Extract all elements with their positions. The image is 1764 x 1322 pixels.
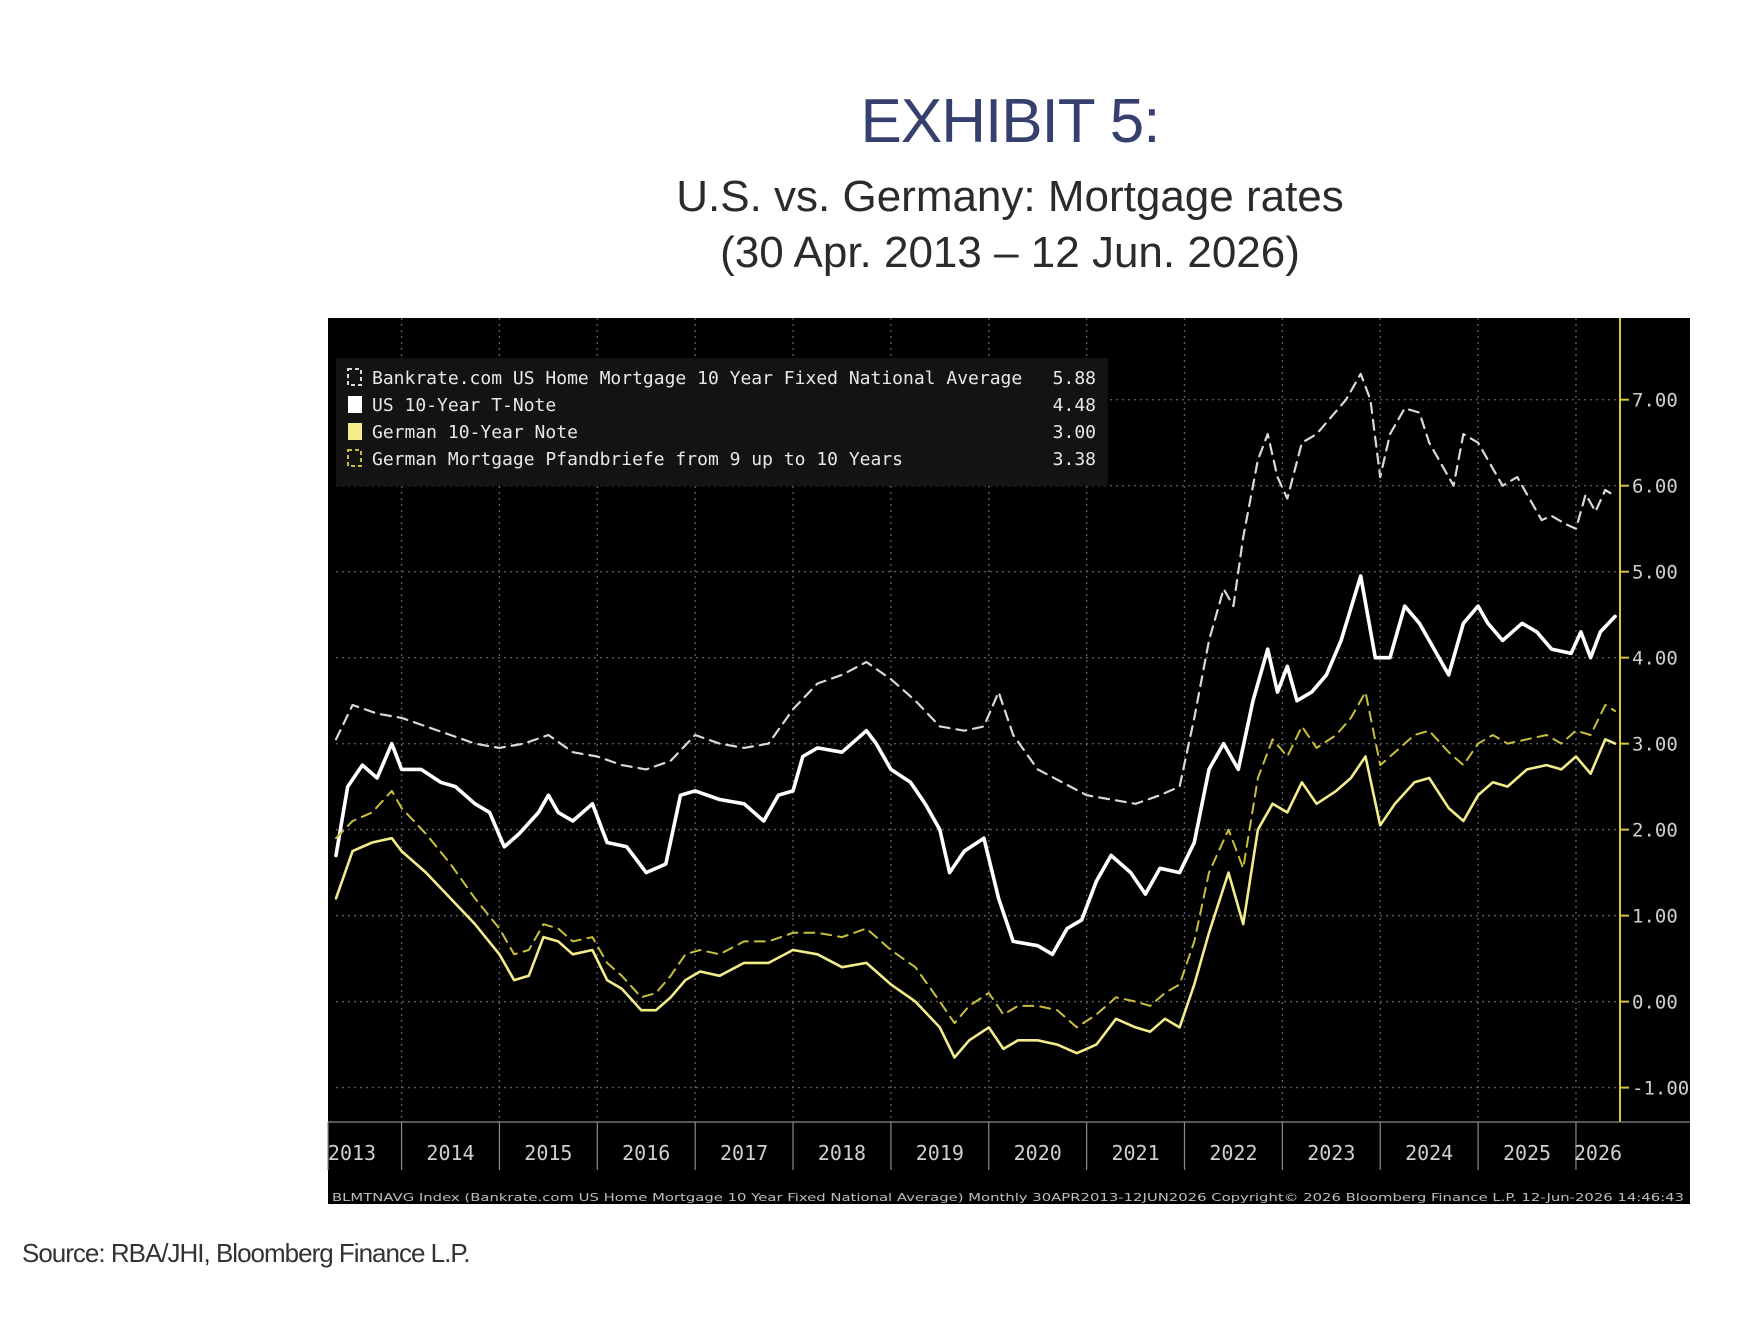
x-tick-label: 2026	[1574, 1141, 1622, 1165]
x-tick-label: 2021	[1111, 1141, 1159, 1165]
legend-value: 3.38	[1053, 449, 1096, 470]
series-german-10y-line	[334, 738, 1617, 1059]
source-note: Source: RBA/JHI, Bloomberg Finance L.P.	[22, 1238, 471, 1268]
y-tick-label: 3.00	[1632, 734, 1678, 756]
legend-value: 3.00	[1053, 422, 1096, 443]
y-tick-label: -1.00	[1632, 1078, 1689, 1100]
chart-subtitle: U.S. vs. Germany: Mortgage rates	[676, 172, 1344, 221]
chart-footer-text: BLMTNAVG Index (Bankrate.com US Home Mor…	[332, 1192, 1684, 1204]
legend-value: 5.88	[1053, 368, 1096, 389]
x-tick-label: 2025	[1503, 1141, 1551, 1165]
y-tick-label: 7.00	[1632, 390, 1678, 412]
x-tick-label: 2014	[426, 1141, 474, 1165]
y-tick-label: 5.00	[1632, 562, 1678, 584]
legend-swatch	[348, 423, 362, 440]
y-tick-label: 0.00	[1632, 992, 1678, 1014]
legend-box	[336, 358, 1108, 486]
chart-date-range: (30 Apr. 2013 – 12 Jun. 2026)	[720, 228, 1300, 277]
exhibit-title: EXHIBIT 5:	[860, 87, 1161, 156]
x-tick-label: 2022	[1209, 1141, 1257, 1165]
series-german-pfandbriefe-line	[335, 691, 1617, 1029]
y-tick-label: 2.00	[1632, 820, 1678, 842]
x-tick-label: 2024	[1405, 1141, 1453, 1165]
legend-us-mortgage: Bankrate.com US Home Mortgage 10 Year Fi…	[347, 368, 1096, 389]
legend-value: 4.48	[1053, 395, 1096, 416]
legend-label: German 10-Year Note	[372, 422, 578, 443]
x-tick-label: 2023	[1307, 1141, 1355, 1165]
x-tick-label: 2018	[818, 1141, 866, 1165]
legend-german-10y: German 10-Year Note 3.00	[348, 422, 1096, 443]
legend-swatch	[347, 368, 362, 386]
series-us-mortgage-line	[334, 372, 1617, 805]
y-tick-label: 6.00	[1632, 476, 1678, 498]
x-tick-label: 2013	[328, 1141, 376, 1165]
x-tick-label: 2020	[1014, 1141, 1062, 1165]
y-tick-label: 4.00	[1632, 648, 1678, 670]
legend-label: Bankrate.com US Home Mortgage 10 Year Fi…	[372, 368, 1022, 389]
y-tick-label: 1.00	[1632, 906, 1678, 928]
legend-us-10y: US 10-Year T-Note 4.48	[348, 395, 1096, 416]
x-tick-label: 2019	[916, 1141, 964, 1165]
legend-swatch	[348, 396, 362, 413]
series-us-10y-line	[334, 574, 1617, 957]
x-tick-label: 2015	[524, 1141, 572, 1165]
x-tick-label: 2016	[622, 1141, 670, 1165]
x-tick-label: 2017	[720, 1141, 768, 1165]
legend-swatch	[347, 449, 362, 467]
legend-label: German Mortgage Pfandbriefe from 9 up to…	[372, 449, 903, 470]
legend-label: US 10-Year T-Note	[372, 395, 556, 416]
legend-german-pfandbriefe: German Mortgage Pfandbriefe from 9 up to…	[347, 449, 1096, 470]
